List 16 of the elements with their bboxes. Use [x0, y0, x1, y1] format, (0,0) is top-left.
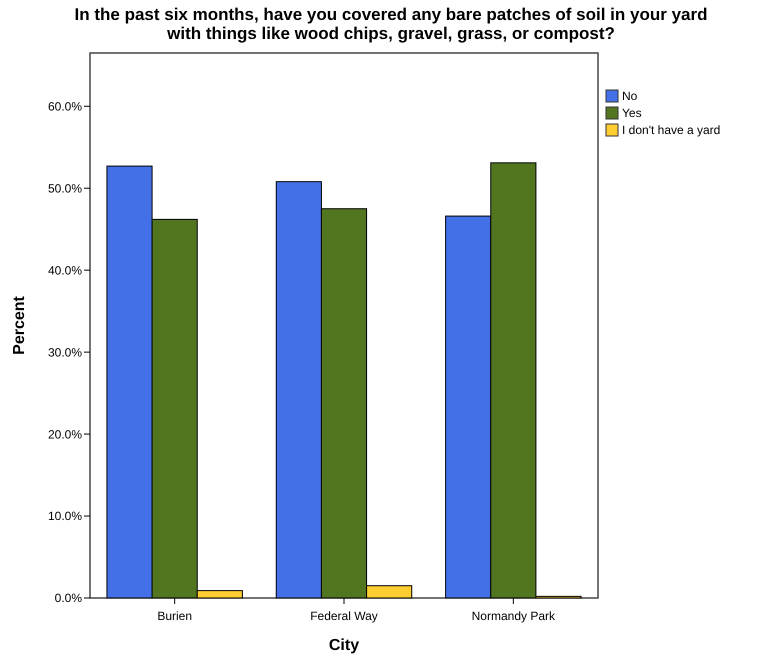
y-axis-title: Percent: [11, 295, 28, 355]
legend-label: I don't have a yard: [622, 123, 720, 138]
y-tick-label: 40.0%: [48, 263, 82, 278]
legend-label: Yes: [622, 106, 642, 120]
y-tick-label: 0.0%: [54, 591, 82, 606]
y-tick-label: 30.0%: [48, 345, 82, 360]
y-tick-label: 20.0%: [48, 427, 82, 442]
legend-label: No: [622, 89, 638, 104]
x-tick-label: Federal Way: [310, 609, 378, 623]
x-tick-label: Burien: [157, 609, 192, 623]
chart-title: In the past six months, have you covered any bare patches of soil in your yard with things like wood chips, gravel, grass, or compost?: [74, 5, 708, 43]
y-tick-label: 60.0%: [48, 99, 82, 114]
y-tick-label: 10.0%: [48, 509, 82, 524]
x-tick-label: Normandy Park: [472, 609, 556, 623]
x-axis-title: City: [328, 637, 360, 654]
y-tick-label: 50.0%: [48, 181, 82, 196]
